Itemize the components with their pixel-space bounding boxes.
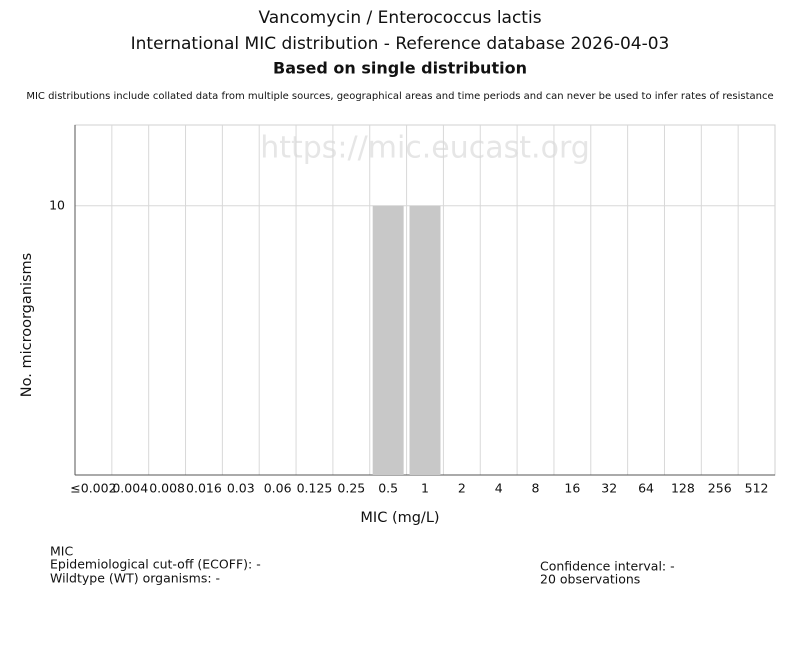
- footer-text: 20 observations: [540, 572, 640, 587]
- x-axis-label: MIC (mg/L): [360, 510, 439, 526]
- x-tick-label: 16: [564, 481, 580, 496]
- chart-title: Vancomycin / Enterococcus lactis: [258, 8, 541, 28]
- x-tick-label: 0.25: [337, 481, 365, 496]
- bar: [409, 205, 441, 475]
- footer-text: MIC: [50, 544, 73, 559]
- x-tick-label: 0.016: [186, 481, 222, 496]
- footer-text: Wildtype (WT) organisms: -: [50, 571, 220, 586]
- x-tick-label: 1: [421, 481, 429, 496]
- x-tick-label: 8: [532, 481, 540, 496]
- x-tick-label: 0.004: [112, 481, 148, 496]
- x-tick-label: 0.06: [264, 481, 292, 496]
- x-tick-label: 0.008: [149, 481, 185, 496]
- chart-subtitle: Based on single distribution: [273, 59, 527, 78]
- footer-text: Epidemiological cut-off (ECOFF): -: [50, 557, 261, 572]
- x-tick-label: 256: [708, 481, 732, 496]
- x-tick-label: 4: [495, 481, 503, 496]
- x-tick-label: 128: [671, 481, 695, 496]
- watermark: https://mic.eucast.org: [260, 131, 590, 166]
- x-tick-label: 0.125: [297, 481, 333, 496]
- bar: [372, 205, 404, 475]
- y-tick-label: 10: [49, 197, 65, 212]
- x-tick-label: 0.5: [378, 481, 398, 496]
- x-tick-label: 0.03: [227, 481, 255, 496]
- x-tick-label: ≤0.002: [70, 481, 116, 496]
- x-tick-label: 32: [601, 481, 617, 496]
- x-tick-label: 2: [458, 481, 466, 496]
- footer-text: Confidence interval: -: [540, 559, 675, 574]
- chart-subtitle: International MIC distribution - Referen…: [131, 34, 670, 54]
- note: MIC distributions include collated data …: [26, 91, 773, 102]
- x-tick-label: 512: [745, 481, 769, 496]
- x-tick-label: 64: [638, 481, 654, 496]
- y-axis-label: No. microorganisms: [19, 253, 35, 397]
